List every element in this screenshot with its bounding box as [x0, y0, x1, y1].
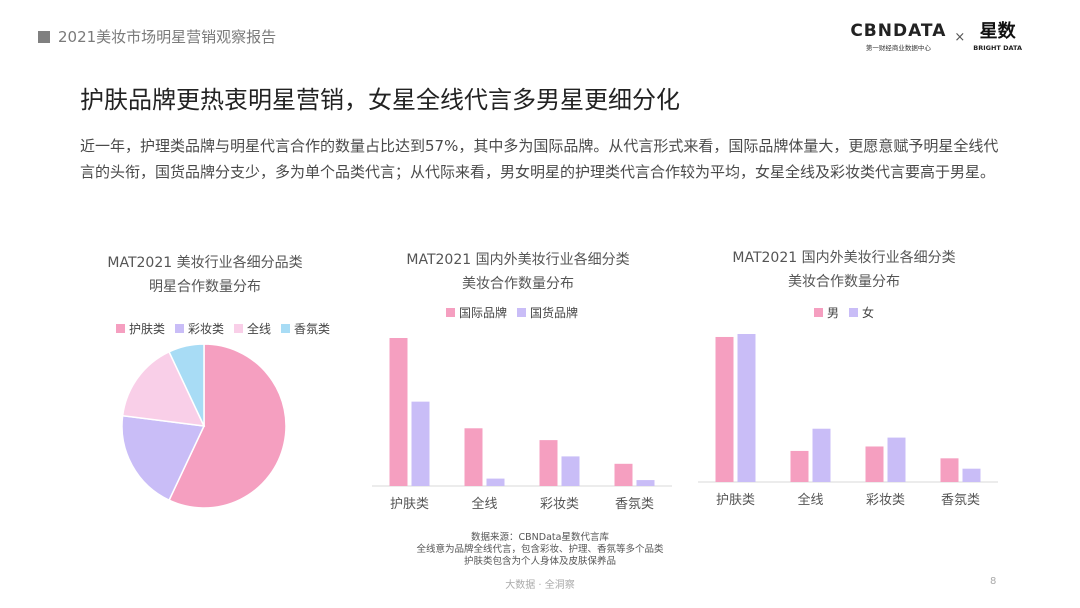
gender-bar-chart-legend: 男女 [814, 304, 874, 321]
brightdata-logo-text: 星数 [979, 20, 1016, 42]
gender-bar-bar [865, 446, 884, 482]
brand-bar-bar [539, 440, 558, 486]
gender-bar-legend-swatch [849, 308, 859, 317]
pie-legend-item: 香氛类 [281, 320, 330, 337]
brand-bar-chart: 护肤类 全线 彩妆类 香氛类 [372, 338, 672, 512]
report-label-text: 2021美妆市场明星营销观察报告 [58, 28, 277, 46]
gender-bar-legend-label: 男 [827, 306, 840, 320]
gender-bar-chart-title-line2: 美妆合作数量分布 [788, 274, 900, 290]
brand-bar-legend-swatch [517, 308, 527, 317]
page-description: 近一年，护理类品牌与明星代言合作的数量占比达到57%，其中多为国际品牌。从代言形… [80, 137, 999, 181]
cbndata-logo-text: CBNDATA [850, 21, 947, 41]
pie-legend-swatch [175, 324, 185, 333]
brightdata-logo: 星数 BRIGHT DATA [973, 20, 1022, 52]
gender-bar-bar [715, 336, 734, 482]
footer-note-2: 护肤类包含为个人身体及皮肤保养品 [463, 556, 616, 567]
gender-bar-tick-label: 香氛类 [941, 493, 980, 508]
pie-legend-item: 护肤类 [116, 320, 165, 337]
gender-bar-chart: 护肤类 全线 彩妆类 香氛类 [698, 334, 998, 508]
square-bullet-icon [38, 30, 50, 43]
brand-bar-chart-title-line1: MAT2021 国内外美妆行业各细分类 [406, 252, 630, 268]
brand-bar-bar [561, 456, 580, 486]
brand-bar-chart-title: MAT2021 国内外美妆行业各细分类 美妆合作数量分布 [368, 248, 668, 296]
gender-bar-chart-title: MAT2021 国内外美妆行业各细分类 美妆合作数量分布 [694, 246, 994, 294]
gender-bar-bar [962, 468, 981, 482]
footer-tagline: 大数据 · 全洞察 [505, 580, 575, 591]
gender-bar-legend-item: 男 [814, 304, 839, 321]
gender-bar-bar [940, 458, 959, 482]
footer-source: 数据来源：CBNData星数代言库 [471, 532, 609, 543]
brand-bar-bar [614, 463, 633, 486]
brand-bar-chart-legend: 国际品牌 国货品牌 [446, 304, 578, 321]
gender-bar-legend-label: 女 [862, 306, 875, 320]
page-title: 护肤品牌更热衷明星营销，女星全线代言多男星更细分化 [80, 86, 680, 114]
page-number: 8 [990, 576, 997, 587]
gender-bar-chart-title-line1: MAT2021 国内外美妆行业各细分类 [732, 250, 956, 266]
logo-separator: × [954, 29, 966, 45]
pie-chart-legend: 护肤类 彩妆类 全线 香氛类 [116, 320, 330, 337]
pie-slice [121, 350, 206, 427]
gender-bar-bar [737, 334, 756, 482]
brand-bar-legend-label: 国货品牌 [530, 306, 579, 320]
brightdata-logo-subtext: BRIGHT DATA [973, 43, 1022, 52]
gender-bar-legend-item: 女 [849, 304, 874, 321]
report-label: 2021美妆市场明星营销观察报告 [38, 26, 276, 47]
pie-legend-item: 彩妆类 [175, 320, 224, 337]
brand-bar-legend-item: 国货品牌 [517, 304, 578, 321]
brand-logos: CBNDATA 第一财经商业数据中心 × 星数 BRIGHT DATA [850, 22, 1022, 52]
gender-bar-legend-swatch [814, 308, 823, 317]
gender-bar-bar [812, 428, 831, 482]
pie-chart-title-line2: 明星合作数量分布 [149, 279, 261, 295]
brand-bar-tick-label: 护肤类 [390, 497, 429, 512]
brand-bar-legend-item: 国际品牌 [446, 304, 507, 321]
brand-bar-legend-swatch [446, 308, 455, 317]
pie-chart-title-line1: MAT2021 美妆行业各细分品类 [107, 255, 303, 271]
cbndata-logo-subtext: 第一财经商业数据中心 [865, 44, 931, 52]
pie-legend-label: 彩妆类 [188, 322, 225, 336]
gender-bar-tick-label: 彩妆类 [866, 493, 905, 508]
pie-slice [168, 343, 287, 509]
brand-bar-tick-label: 香氛类 [615, 497, 654, 512]
pie-legend-label: 护肤类 [129, 322, 166, 336]
pie-legend-swatch [116, 324, 125, 333]
pie-slice [168, 343, 205, 427]
brand-bar-legend-label: 国际品牌 [459, 306, 508, 320]
brand-bar-bar [486, 478, 505, 486]
pie-legend-swatch [234, 324, 244, 333]
footer-note-1: 全线意为品牌全线代言，包含彩妆、护理、香氛等多个品类 [416, 544, 664, 555]
brand-bar-bar [464, 428, 483, 486]
cbndata-logo: CBNDATA 第一财经商业数据中心 [850, 22, 946, 52]
brand-bar-chart-title-line2: 美妆合作数量分布 [462, 276, 574, 292]
gender-bar-bar [887, 437, 906, 482]
pie-chart-title: MAT2021 美妆行业各细分品类 明星合作数量分布 [70, 251, 340, 299]
gender-bar-tick-label: 护肤类 [716, 493, 755, 508]
pie-legend-label: 全线 [247, 322, 272, 336]
pie-legend-label: 香氛类 [294, 322, 331, 336]
brand-bar-bar [411, 401, 430, 486]
footer-notes: 数据来源：CBNData星数代言库 全线意为品牌全线代言，包含彩妆、护理、香氛等… [330, 532, 750, 568]
brand-bar-tick-label: 全线 [471, 496, 497, 512]
brand-bar-bar [636, 480, 655, 486]
pie-legend-item: 全线 [234, 320, 271, 337]
gender-bar-bar [790, 450, 809, 482]
pie-legend-swatch [281, 324, 291, 333]
brand-bar-bar [389, 338, 408, 486]
brand-bar-tick-label: 彩妆类 [540, 497, 579, 512]
pie-chart [121, 343, 287, 509]
pie-slice [121, 414, 206, 502]
gender-bar-tick-label: 全线 [797, 492, 823, 508]
